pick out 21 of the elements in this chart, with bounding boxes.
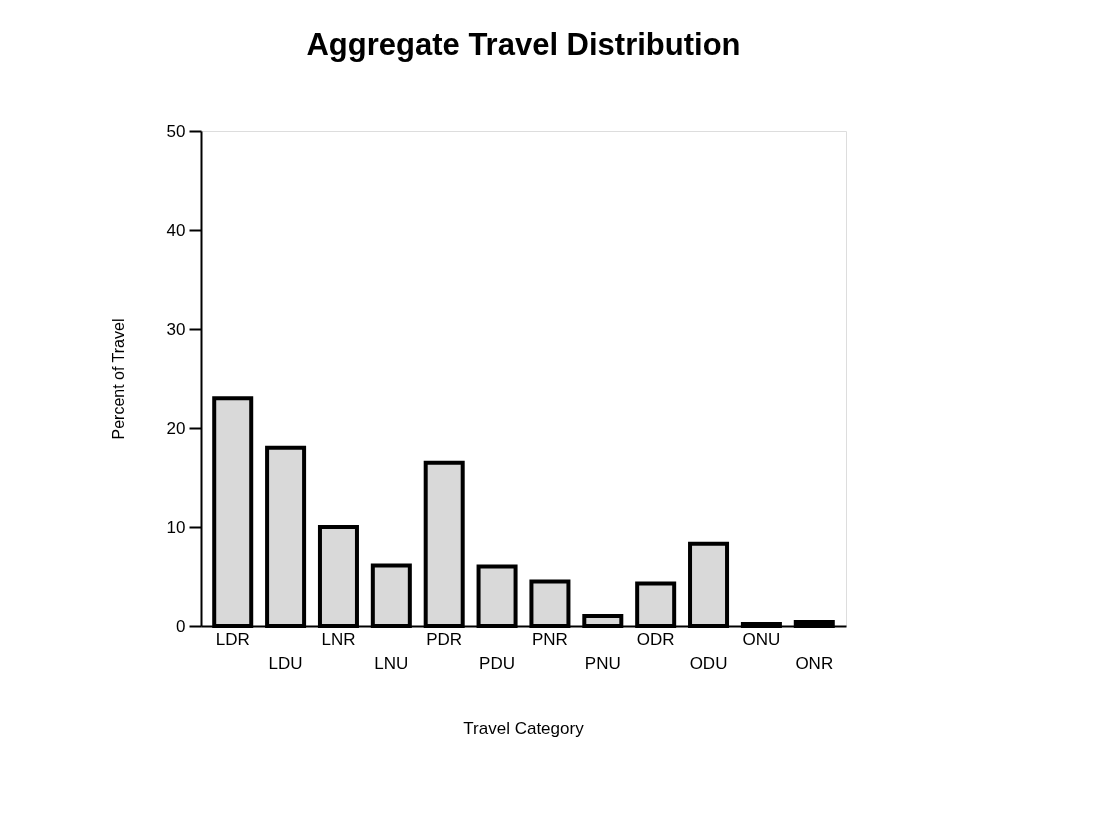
x-tick-label: LNU: [374, 654, 409, 673]
x-tick-label: ODR: [636, 630, 675, 649]
y-tick-label: 10: [166, 517, 186, 537]
x-tick-label: ONU: [742, 630, 781, 649]
x-tick-label: PDR: [426, 630, 463, 649]
y-tick-label: 20: [166, 418, 186, 438]
y-axis-title: Percent of Travel: [109, 318, 127, 440]
x-tick-label: PNR: [531, 630, 568, 649]
x-tick-label: LDU: [268, 654, 303, 673]
y-tick-label: 0: [176, 616, 186, 636]
x-tick-label: PNU: [584, 654, 621, 673]
chart-title: Aggregate Travel Distribution: [306, 27, 741, 62]
y-tick-label: 30: [166, 319, 186, 339]
x-tick-label: ODU: [689, 654, 728, 673]
x-tick-label: PDU: [479, 654, 516, 673]
y-tick-label: 50: [166, 121, 186, 141]
y-tick-label: 40: [166, 220, 186, 240]
x-tick-label: LDR: [215, 630, 250, 649]
x-tick-label: LNR: [321, 630, 356, 649]
x-axis-title: Travel Category: [463, 719, 585, 738]
x-tick-label: ONR: [795, 654, 834, 673]
